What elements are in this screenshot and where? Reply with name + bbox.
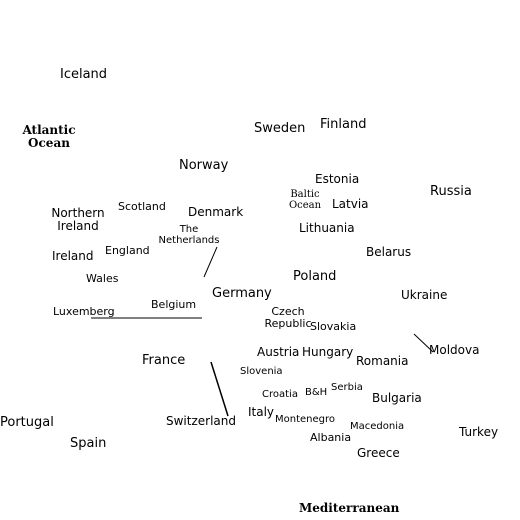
label-turkey: Turkey <box>459 425 499 439</box>
label-scotland: Scotland <box>118 200 166 213</box>
label-france: France <box>142 353 186 368</box>
label-atlantic-ocean: Atlantic Ocean <box>22 123 76 150</box>
label-latvia: Latvia <box>332 197 369 211</box>
label-hungary: Hungary <box>302 345 354 359</box>
label-wales: Wales <box>86 272 119 285</box>
label-ukraine: Ukraine <box>401 288 448 302</box>
label-the-netherlands: The Netherlands <box>158 224 220 246</box>
label-luxemberg: Luxemberg <box>53 305 115 318</box>
label-slovakia: Slovakia <box>310 320 357 333</box>
label-ireland: Ireland <box>52 249 94 263</box>
label-iceland: Iceland <box>60 67 108 82</box>
label-northern-ireland: Northern Ireland <box>51 206 105 233</box>
label-denmark: Denmark <box>188 205 244 219</box>
label-germany: Germany <box>212 286 272 301</box>
label-greece: Greece <box>357 446 400 460</box>
label-bosnia-herzegovina: B&H <box>305 387 328 398</box>
label-serbia: Serbia <box>331 382 363 393</box>
label-spain: Spain <box>70 436 107 451</box>
label-lithuania: Lithuania <box>299 221 355 235</box>
label-albania: Albania <box>310 431 352 444</box>
label-finland: Finland <box>320 117 367 132</box>
label-england: England <box>105 244 150 257</box>
label-czech-republic: Czech Republic <box>264 305 312 330</box>
label-moldova: Moldova <box>429 343 480 357</box>
label-austria: Austria <box>257 345 300 359</box>
switzerland-leader-line <box>210 361 229 417</box>
label-italy: Italy <box>248 405 275 419</box>
label-baltic-sea: Baltic Ocean <box>288 189 322 211</box>
label-switzerland: Switzerland <box>166 414 236 428</box>
label-bulgaria: Bulgaria <box>372 391 422 405</box>
label-montenegro: Montenegro <box>275 414 336 425</box>
label-sweden: Sweden <box>254 121 306 136</box>
label-portugal: Portugal <box>0 415 54 430</box>
label-belarus: Belarus <box>366 245 412 259</box>
label-belgium: Belgium <box>151 298 197 311</box>
label-estonia: Estonia <box>315 172 360 186</box>
label-romania: Romania <box>356 354 409 368</box>
label-mediterranean: Mediterranean <box>299 501 400 515</box>
label-macedonia: Macedonia <box>350 421 405 432</box>
label-russia: Russia <box>430 184 472 199</box>
label-slovenia: Slovenia <box>240 366 283 377</box>
label-croatia: Croatia <box>262 389 298 400</box>
netherlands-leader-line <box>203 246 218 278</box>
label-norway: Norway <box>179 158 229 173</box>
label-poland: Poland <box>293 269 337 284</box>
